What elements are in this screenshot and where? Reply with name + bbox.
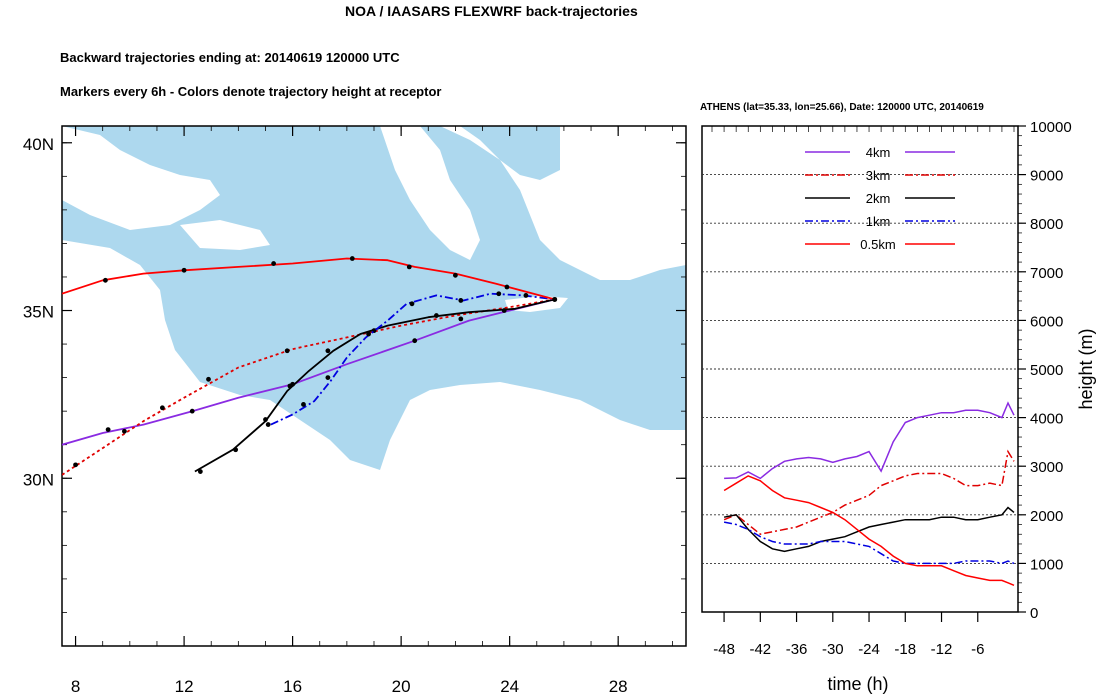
map-xtick-label-5: 28	[609, 677, 628, 696]
trajectory-marker-3km-1	[122, 428, 127, 434]
figure-title: NOA / IAASARS FLEXWRF back-trajectories	[345, 3, 638, 19]
legend-label-3km: 3km	[866, 168, 891, 183]
height-xtick-label-1: -42	[749, 641, 771, 658]
height-ytick-label-1: 1000	[1030, 556, 1063, 573]
map-land	[62, 126, 686, 646]
map-xtick-label-2: 16	[283, 677, 302, 696]
trajectory-marker-4km-0	[105, 427, 111, 433]
height-xtick-label-5: -18	[894, 641, 916, 658]
trajectory-marker-1km-2	[325, 375, 331, 381]
land-sicily	[180, 220, 270, 250]
trajectory-marker-1km-3	[366, 331, 371, 337]
map-ytick-label-1: 35N	[23, 303, 54, 322]
height-ytick-label-8: 8000	[1030, 216, 1063, 233]
height-xtick-label-4: -24	[858, 641, 880, 658]
height-ytick-label-5: 5000	[1030, 362, 1063, 379]
height-ytick-label-4: 4000	[1030, 411, 1063, 428]
height-panel-title: ATHENS (lat=35.33, lon=25.66), Date: 120…	[700, 102, 984, 113]
trajectory-marker-3km-3	[206, 376, 211, 382]
trajectory-marker-1km-0	[265, 422, 271, 427]
trajectory-marker-3km-4	[284, 348, 290, 354]
trajectory-1km	[270, 292, 555, 426]
land-turkey	[560, 126, 686, 255]
map-trajectories	[62, 256, 558, 476]
height-xtick-label-6: -12	[931, 641, 953, 658]
subtitle-line2: Markers every 6h - Colors denote traject…	[60, 84, 441, 99]
trajectory-2km	[194, 298, 555, 473]
trajectory-marker-2km-0	[197, 469, 203, 474]
map-xtick-label-0: 8	[71, 677, 80, 696]
height-series-0.5km	[723, 475, 1015, 586]
height-series-4km	[724, 401, 1015, 480]
height-series	[723, 401, 1015, 586]
trajectory-marker-2km-6	[434, 313, 439, 318]
height-ytick-label-7: 7000	[1030, 265, 1063, 282]
map-xtick-label-1: 12	[175, 677, 194, 696]
map-ytick-label-0: 40N	[23, 135, 54, 154]
trajectory-marker-3km-0	[73, 462, 78, 468]
legend-label-4km: 4km	[866, 145, 891, 160]
trajectory-marker-3km-5	[458, 316, 464, 322]
height-legend: 4km 3km 2km 1km 0.5km	[805, 145, 955, 252]
trajectory-marker-3km-2	[159, 405, 165, 411]
height-series-2km	[723, 506, 1015, 553]
trajectory-marker-4km-3	[412, 338, 418, 344]
trajectory-marker-0.5km-1	[181, 267, 187, 273]
height-ytick-label-6: 6000	[1030, 313, 1063, 330]
height-series-3km	[723, 449, 1015, 536]
height-ytick-label-0: 0	[1030, 605, 1038, 622]
height-ticks: 0 1000 2000 3000 4000 5000 6000 7000 8000 9000 100…	[711, 119, 1072, 658]
subtitle-line1: Backward trajectories ending at: 2014061…	[60, 50, 400, 65]
trajectory-marker-1km-7	[523, 293, 529, 298]
height-panel: ATHENS (lat=35.33, lon=25.66), Date: 120…	[700, 102, 1096, 694]
legend-label-2km: 2km	[866, 191, 891, 206]
trajectory-marker-0.5km-6	[504, 284, 510, 290]
height-ytick-label-2: 2000	[1030, 508, 1063, 525]
receptor-marker	[552, 296, 558, 302]
trajectory-marker-1km-1	[301, 402, 306, 407]
trajectory-marker-0.5km-2	[271, 261, 277, 266]
height-xlabel: time (h)	[827, 674, 888, 694]
map-ytick-label-2: 30N	[23, 470, 54, 489]
height-xtick-label-2: -36	[786, 641, 808, 658]
legend-label-0.5km: 0.5km	[860, 237, 895, 252]
trajectory-marker-2km-7	[501, 308, 507, 313]
height-ytick-label-9: 9000	[1030, 168, 1063, 185]
trajectory-marker-0.5km-0	[103, 277, 108, 283]
map-ticks: 8 12 16 20 24 28 40N 35N 30N	[23, 126, 686, 696]
trajectory-0.5km	[62, 257, 555, 301]
height-ytick-label-10: 10000	[1030, 119, 1072, 136]
trajectory-marker-0.5km-3	[349, 256, 355, 261]
trajectory-marker-2km-3	[287, 383, 293, 389]
trajectory-marker-2km-1	[233, 447, 239, 453]
height-ytick-label-3: 3000	[1030, 459, 1063, 476]
map-panel: 8 12 16 20 24 28 40N 35N 30N	[23, 125, 687, 696]
land-italy	[62, 126, 220, 230]
height-xtick-label-7: -6	[971, 641, 984, 658]
map-xtick-label-3: 20	[392, 677, 411, 696]
map-xtick-label-4: 24	[500, 677, 519, 696]
trajectory-marker-2km-2	[263, 417, 268, 422]
trajectory-marker-1km-5	[458, 298, 464, 303]
height-ylabel: height (m)	[1076, 328, 1096, 409]
legend-label-1km: 1km	[866, 214, 891, 229]
height-gridlines	[702, 174, 1018, 564]
trajectory-marker-1km-6	[496, 291, 502, 297]
trajectory-marker-1km-4	[409, 301, 415, 307]
trajectory-marker-2km-4	[325, 348, 331, 354]
trajectory-marker-0.5km-4	[406, 264, 412, 270]
height-series-1km	[723, 521, 1015, 565]
trajectory-marker-0.5km-5	[452, 272, 458, 278]
height-xtick-label-3: -30	[822, 641, 844, 658]
land-greece	[380, 126, 480, 260]
trajectory-marker-4km-1	[189, 408, 195, 414]
land-africa-interior	[62, 260, 686, 646]
height-xtick-label-0: -48	[713, 641, 735, 658]
